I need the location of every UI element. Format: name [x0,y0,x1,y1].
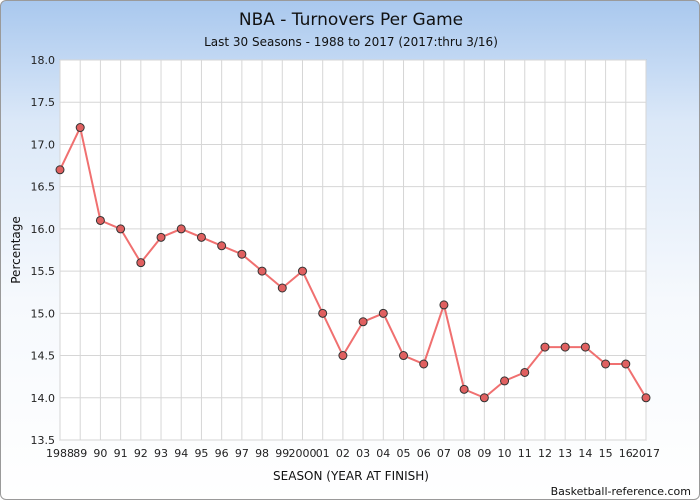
data-point [540,342,550,352]
data-point [500,376,510,386]
data-point [459,384,469,394]
y-tick-label: 15.5 [31,265,56,278]
data-point [156,232,166,242]
chart-title: NBA - Turnovers Per Game [239,10,463,30]
source-credit: Basketball-reference.com [551,485,691,498]
y-tick-labels: 13.5 14.0 14.5 15.0 15.5 16.0 16.5 17.0 17.5 18.0 [31,54,56,447]
x-tick-label: 93 [154,447,168,460]
chart-subtitle: Last 30 Seasons - 1988 to 2017 (2017:thr… [204,35,498,49]
x-tick-label: 10 [498,447,512,460]
data-point [621,359,631,369]
data-point [75,123,85,133]
x-tick-label: 08 [457,447,471,460]
x-tick-label: 05 [397,447,411,460]
data-point [560,342,570,352]
data-points [55,123,651,403]
data-point [378,308,388,318]
data-point [399,351,409,361]
x-tick-label: 03 [356,447,370,460]
x-tick-label: 07 [437,447,451,460]
data-point [116,224,126,234]
y-tick-label: 17.0 [31,138,56,151]
x-tick-label: 16 [619,447,633,460]
data-point [277,283,287,293]
data-point [297,266,307,276]
y-tick-label: 15.0 [31,307,56,320]
x-tick-label: 04 [376,447,390,460]
y-tick-label: 16.0 [31,223,56,236]
x-tick-label: 95 [194,447,208,460]
plot-area [59,59,647,441]
x-tick-label: 99 [275,447,289,460]
x-tick-label: 12 [538,447,552,460]
x-tick-label: 91 [114,447,128,460]
data-point [136,258,146,268]
y-tick-label: 13.5 [31,434,56,447]
x-tick-label: 94 [174,447,188,460]
data-point [439,300,449,310]
y-tick-label: 17.5 [31,96,56,109]
y-tick-label: 16.5 [31,181,56,194]
y-tick-label: 14.0 [31,392,56,405]
data-point [601,359,611,369]
data-point [55,165,65,175]
y-axis-label: Percentage [9,216,23,284]
x-tick-label: 09 [477,447,491,460]
x-tick-label: 13 [558,447,572,460]
data-point [217,241,227,251]
y-tick-label: 14.5 [31,350,56,363]
data-point [196,232,206,242]
data-point [237,249,247,259]
data-point [318,308,328,318]
x-tick-label: 2017 [632,447,660,460]
x-tick-label: 15 [599,447,613,460]
x-axis-label: SEASON (YEAR AT FINISH) [273,469,429,483]
x-tick-labels: 1988 89 90 91 92 93 94 95 96 97 98 99 2000 01 02 03 04 05… [46,447,660,460]
x-tick-label: 01 [316,447,330,460]
data-point [176,224,186,234]
x-tick-label: 96 [215,447,229,460]
x-tick-label: 90 [93,447,107,460]
data-point [257,266,267,276]
data-point [358,317,368,327]
data-point [520,367,530,377]
x-tick-label: 02 [336,447,350,460]
x-tick-label: 06 [417,447,431,460]
y-tick-label: 18.0 [31,54,56,67]
x-tick-label: 89 [73,447,87,460]
data-point [580,342,590,352]
x-tick-label: 1988 [46,447,74,460]
data-point [419,359,429,369]
x-tick-label: 2000 [288,447,316,460]
x-tick-label: 11 [518,447,532,460]
data-point [338,351,348,361]
data-point [479,393,489,403]
data-point [95,215,105,225]
x-tick-label: 92 [134,447,148,460]
data-point [641,393,651,403]
x-tick-label: 97 [235,447,249,460]
x-tick-label: 14 [578,447,592,460]
x-tick-label: 98 [255,447,269,460]
